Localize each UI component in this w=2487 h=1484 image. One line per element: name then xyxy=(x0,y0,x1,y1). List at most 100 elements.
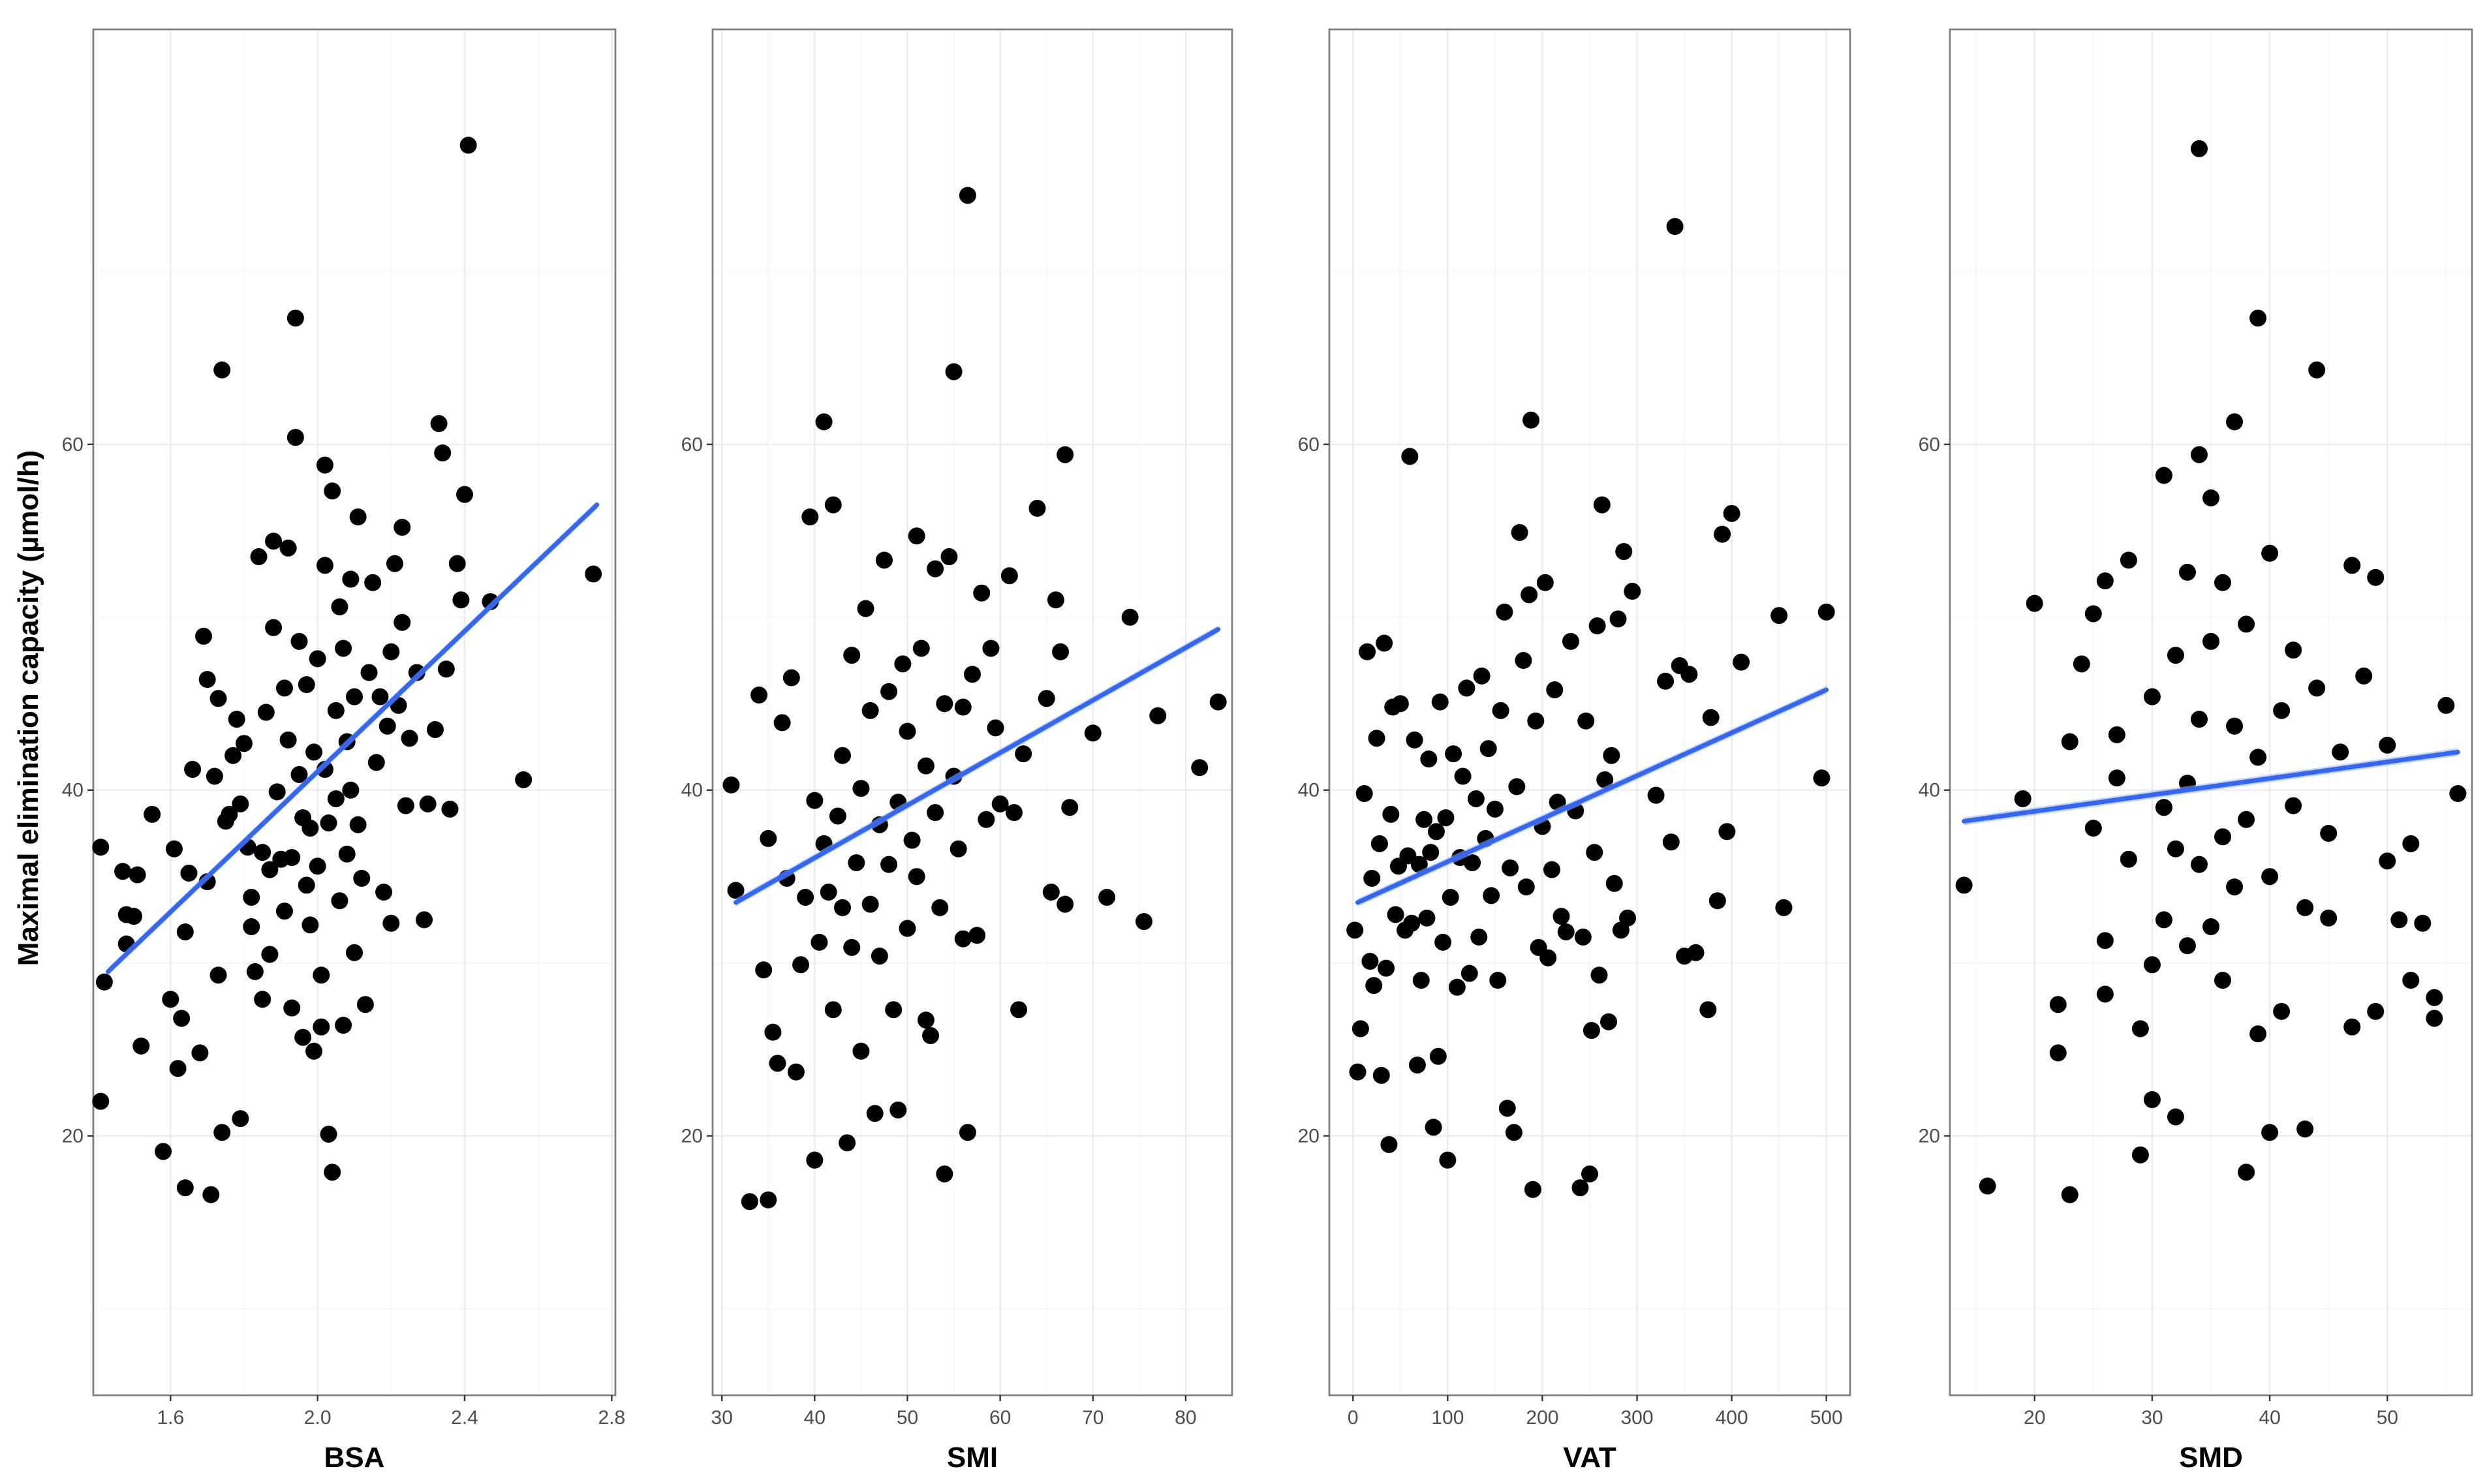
data-point xyxy=(1571,1179,1589,1197)
data-point xyxy=(1483,887,1500,904)
data-point xyxy=(2249,1025,2267,1043)
y-tick-label: 60 xyxy=(62,434,84,456)
x-tick-label: 2.8 xyxy=(598,1407,626,1429)
data-point xyxy=(1403,914,1421,932)
data-point xyxy=(852,780,870,797)
data-point xyxy=(202,1186,220,1203)
data-point xyxy=(1005,804,1023,822)
data-point xyxy=(1723,504,1740,522)
data-point xyxy=(1368,730,1385,747)
data-point xyxy=(769,1055,786,1072)
data-point xyxy=(2120,850,2137,868)
data-point xyxy=(1431,693,1449,711)
data-point xyxy=(290,765,308,783)
data-point xyxy=(1817,603,1835,621)
data-point xyxy=(2426,989,2443,1006)
gridlines xyxy=(93,29,615,1395)
data-point xyxy=(801,508,819,526)
data-point xyxy=(1657,672,1675,690)
data-point xyxy=(1382,805,1400,823)
data-point xyxy=(184,760,202,778)
data-point xyxy=(342,781,360,799)
y-tick-label: 20 xyxy=(681,1126,703,1147)
data-point xyxy=(2108,769,2125,787)
data-point xyxy=(1038,690,1055,707)
data-point xyxy=(871,948,888,965)
data-point xyxy=(899,722,916,740)
data-point xyxy=(331,598,348,615)
data-point xyxy=(1427,823,1445,841)
data-points xyxy=(722,187,1227,1211)
data-point xyxy=(382,643,400,660)
data-point xyxy=(320,814,337,832)
data-point xyxy=(760,829,777,847)
data-point xyxy=(1015,745,1032,763)
data-point xyxy=(1586,844,1603,861)
data-point xyxy=(254,991,271,1008)
data-point xyxy=(1149,707,1167,724)
data-point xyxy=(2367,568,2385,586)
data-point xyxy=(261,946,279,963)
data-point xyxy=(889,1101,907,1119)
x-tick-label: 300 xyxy=(1621,1407,1654,1429)
data-point xyxy=(760,1191,777,1209)
data-point xyxy=(2249,749,2267,766)
data-point xyxy=(1434,933,1452,951)
data-point xyxy=(1376,634,1393,652)
data-point xyxy=(360,664,378,681)
data-point xyxy=(2202,918,2219,936)
data-point xyxy=(371,688,389,705)
data-point xyxy=(1401,448,1419,465)
data-point xyxy=(1733,653,1750,671)
data-point xyxy=(342,570,360,588)
data-point xyxy=(2379,736,2396,754)
data-point xyxy=(313,966,330,984)
data-point xyxy=(327,702,345,719)
panel-bsa: 20 40 60 1.6 2.0 2.4 2.8 BSA xyxy=(62,28,626,1474)
data-point xyxy=(2143,956,2161,974)
data-point xyxy=(1522,411,1540,429)
y-axis: 20 40 60 xyxy=(681,434,713,1147)
data-point xyxy=(434,444,452,462)
data-point xyxy=(265,533,283,550)
data-point xyxy=(173,1010,191,1027)
x-axis-title: BSA xyxy=(324,1442,385,1474)
y-axis: 20 40 60 xyxy=(62,434,93,1147)
panel-border xyxy=(92,28,617,1397)
data-point xyxy=(2296,899,2314,916)
data-point xyxy=(1562,632,1579,650)
data-point xyxy=(1770,607,1788,625)
data-point xyxy=(2355,667,2373,685)
x-tick-label: 1.6 xyxy=(157,1407,184,1429)
data-point xyxy=(1458,679,1475,697)
x-tick-label: 80 xyxy=(1175,1407,1196,1429)
data-point xyxy=(2202,489,2219,506)
y-axis-title: Maximal elimination capacity (µmol/h) xyxy=(12,450,44,966)
data-point xyxy=(1775,899,1793,916)
x-tick-label: 30 xyxy=(711,1407,733,1429)
data-point xyxy=(1042,884,1060,901)
x-tick-label: 50 xyxy=(897,1407,918,1429)
data-point xyxy=(973,584,991,602)
data-point xyxy=(327,790,345,807)
data-point xyxy=(408,664,425,681)
data-point xyxy=(2285,797,2302,814)
trend-line xyxy=(734,626,1221,905)
data-point xyxy=(1420,750,1438,768)
data-point xyxy=(180,864,198,882)
data-point xyxy=(1600,1013,1618,1030)
data-point xyxy=(437,660,455,678)
y-axis: 20 40 60 xyxy=(1919,434,1950,1147)
data-point xyxy=(834,747,851,764)
panel-vat: 20 40 60 0 100 200 300 400 500 VAT xyxy=(1298,28,1851,1474)
data-point xyxy=(382,914,400,932)
data-point xyxy=(1442,888,1459,906)
data-point xyxy=(1052,643,1070,660)
x-tick-label: 100 xyxy=(1431,1407,1464,1429)
data-point xyxy=(283,999,301,1017)
y-tick-label: 20 xyxy=(1919,1126,1940,1147)
data-point xyxy=(335,640,352,657)
data-point xyxy=(852,1042,870,1060)
data-point xyxy=(773,714,791,732)
data-point xyxy=(375,884,393,901)
